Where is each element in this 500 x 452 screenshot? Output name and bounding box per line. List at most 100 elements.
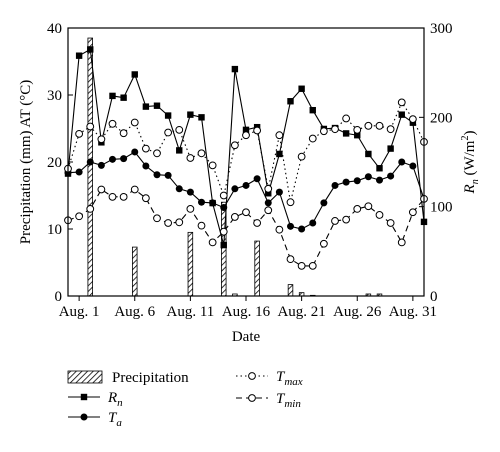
tmin-point (264, 206, 273, 215)
tmin-point (197, 221, 206, 230)
rn-point (176, 147, 183, 154)
tmax-point (141, 144, 150, 153)
ta-point (164, 171, 172, 179)
legend-item-precipitation: Precipitation (67, 370, 189, 386)
y-left-tick-label: 20 (47, 155, 62, 171)
y-left-tick-label: 40 (47, 21, 62, 37)
ta-point (264, 199, 272, 207)
precipitation-bars (87, 37, 383, 297)
legend-swatch-marker (248, 394, 256, 402)
rn-point (131, 71, 138, 78)
y-axis-right-title-main: R (462, 184, 478, 194)
rn-point (287, 98, 294, 105)
x-tick-label: Aug. 6 (114, 304, 155, 320)
rn-point (153, 102, 161, 109)
series-markers (64, 46, 428, 270)
legend-item-rn: Rn (68, 390, 123, 409)
ta-point (75, 168, 83, 176)
tmin-point (153, 214, 161, 223)
y-right-tick-label: 0 (430, 289, 438, 305)
ta-point (331, 181, 339, 189)
rn-point (265, 190, 272, 197)
axes: 0 10 20 30 40 0 100 200 300 Aug. 1 Aug. 6 Aug. 11 Au… (47, 21, 453, 320)
ta-point (309, 219, 317, 227)
tmin-point (75, 212, 84, 221)
ta-point (131, 148, 139, 156)
tmax-point (242, 131, 250, 140)
ta-point (97, 161, 105, 169)
ta-point (353, 177, 361, 185)
y-right-tick-label: 300 (430, 21, 453, 37)
tmin-line (67, 188, 425, 267)
ta-line (67, 151, 425, 230)
tmax-point (75, 129, 84, 138)
rn-point (387, 145, 394, 152)
tmin-point (342, 215, 351, 224)
tmin-point (219, 227, 228, 236)
tmin-point (319, 239, 328, 248)
ta-point (275, 188, 283, 196)
tmin-point (97, 185, 106, 194)
x-tick-label: Aug. 16 (222, 304, 271, 320)
tmax-point (208, 161, 217, 170)
y-left-tick-label: 30 (47, 88, 62, 104)
tmin-point (308, 261, 317, 270)
x-tick-label: Aug. 1 (59, 304, 100, 320)
rn-point (87, 46, 94, 53)
ta-point (175, 185, 183, 193)
ta-point (242, 181, 250, 189)
tmax-point (386, 125, 395, 134)
tmax-point (342, 114, 351, 123)
precipitation-bar (287, 284, 294, 297)
ta-point (153, 171, 161, 179)
tmin-point (364, 202, 373, 211)
x-tick-label: Aug. 11 (166, 304, 214, 320)
tmin-point (386, 219, 395, 227)
ta-point (186, 188, 194, 196)
ta-point (86, 158, 94, 166)
tmin-point (286, 255, 295, 264)
ta-point (409, 162, 417, 170)
tmax-point (286, 198, 295, 207)
tmax-point (264, 184, 273, 193)
rn-point (376, 165, 383, 172)
legend-item-ta: Ta (68, 410, 122, 429)
x-tick-label: Aug. 21 (277, 304, 325, 320)
ta-point (253, 175, 261, 183)
rn-point (242, 126, 250, 134)
rn-point (398, 111, 405, 118)
tmax-point (175, 125, 184, 134)
rn-point (309, 106, 316, 114)
ta-point (364, 173, 372, 181)
x-tick-label: Aug. 26 (333, 304, 382, 320)
x-tick-label: Aug. 31 (389, 304, 437, 320)
precipitation-bar (87, 37, 93, 297)
rn-point (298, 85, 305, 92)
rn-point (220, 241, 227, 249)
legend-swatch-marker (80, 413, 88, 421)
ta-point (231, 185, 239, 193)
tmin-point (331, 217, 339, 225)
tmin-point (242, 208, 250, 217)
precipitation-bar (132, 246, 138, 297)
ta-point (342, 178, 350, 186)
ta-point (209, 199, 217, 207)
y-left-tick-label: 0 (55, 289, 63, 305)
tmin-point (375, 211, 384, 219)
tmin-point (175, 218, 184, 227)
rn-point (109, 92, 116, 100)
ta-point (142, 162, 150, 170)
legend-swatch (67, 370, 103, 384)
tmax-point (130, 118, 139, 127)
y-axis-right-title: Rn (W/m2) (460, 131, 481, 195)
rn-point (187, 111, 194, 118)
tmin-point (253, 219, 262, 227)
y-axis-right-title-sup: 2 (460, 136, 471, 141)
tmin-point (186, 205, 195, 213)
tmin-point (130, 185, 139, 194)
tmax-point (375, 121, 384, 130)
rn-point (120, 94, 127, 101)
tmax-point (364, 121, 373, 130)
